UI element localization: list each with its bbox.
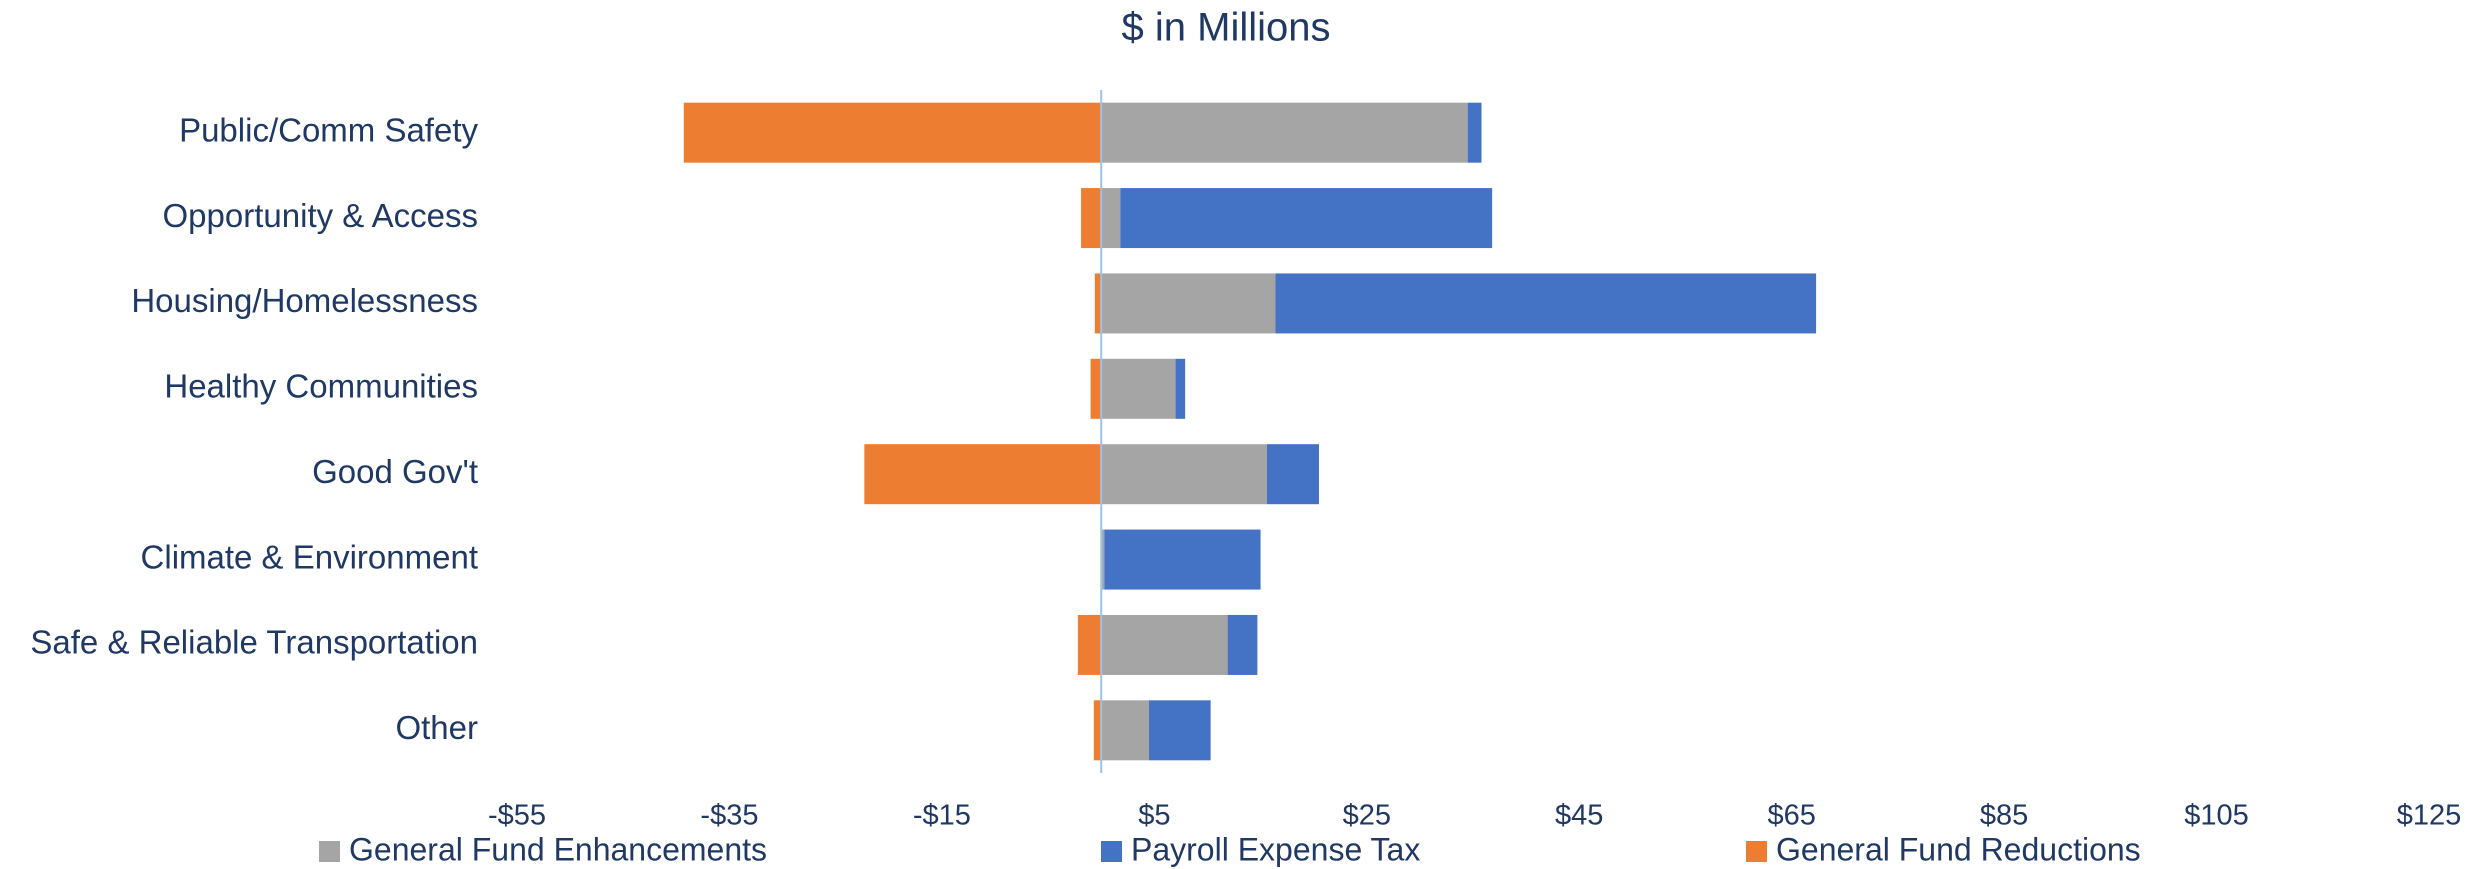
legend-swatch [319, 841, 340, 862]
bar-segment [1094, 273, 1102, 334]
bar-segment [1175, 358, 1186, 419]
bar-segment [1120, 188, 1493, 249]
bar-segment [1101, 444, 1267, 505]
legend-swatch [1101, 841, 1122, 862]
x-tick-label: -$55 [488, 800, 546, 832]
legend-label: General Fund Enhancements [349, 831, 767, 867]
chart-title: $ in Millions [1122, 6, 1331, 50]
bar-segment [1101, 102, 1468, 163]
y-tick-label: Opportunity & Access [163, 197, 478, 234]
x-tick-label: $105 [2184, 800, 2249, 832]
bar-segment [864, 444, 1102, 505]
bar-segment [1090, 358, 1102, 419]
bar-segment [1467, 102, 1482, 163]
bar-segment [1077, 614, 1102, 675]
bar-segment [1266, 444, 1319, 505]
y-tick-label: Good Gov't [312, 453, 478, 490]
y-tick-label: Healthy Communities [164, 368, 478, 405]
bar-segment [1101, 273, 1276, 334]
x-tick-label: $125 [2397, 800, 2462, 832]
legend-swatch [1746, 841, 1767, 862]
bar-segment [1081, 188, 1102, 249]
bar-segment [1227, 614, 1258, 675]
bar-segment [1101, 700, 1150, 761]
bar-segment [1101, 358, 1176, 419]
x-tick-label: -$15 [913, 800, 971, 832]
x-tick-label: -$35 [700, 800, 758, 832]
x-tick-label: $65 [1767, 800, 1815, 832]
y-tick-label: Housing/Homelessness [131, 282, 478, 319]
y-tick-label: Climate & Environment [141, 538, 478, 575]
legend-label: General Fund Reductions [1776, 831, 2141, 867]
x-tick-label: $25 [1343, 800, 1391, 832]
x-tick-label: $45 [1555, 800, 1603, 832]
x-tick-label: $85 [1980, 800, 2028, 832]
y-tick-label: Safe & Reliable Transportation [30, 624, 478, 661]
bar-segment [1275, 273, 1817, 334]
bar-segment [1093, 700, 1102, 761]
bar-segment [1101, 188, 1121, 249]
y-tick-label: Public/Comm Safety [179, 111, 478, 148]
bar-segment [1104, 529, 1261, 590]
bar-segment [1101, 614, 1228, 675]
bar-segment [1101, 529, 1105, 590]
bar-segment [1149, 700, 1211, 761]
bar-segment [683, 102, 1102, 163]
x-tick-label: $5 [1138, 800, 1170, 832]
y-tick-label: Other [395, 709, 478, 746]
legend-label: Payroll Expense Tax [1131, 831, 1420, 867]
